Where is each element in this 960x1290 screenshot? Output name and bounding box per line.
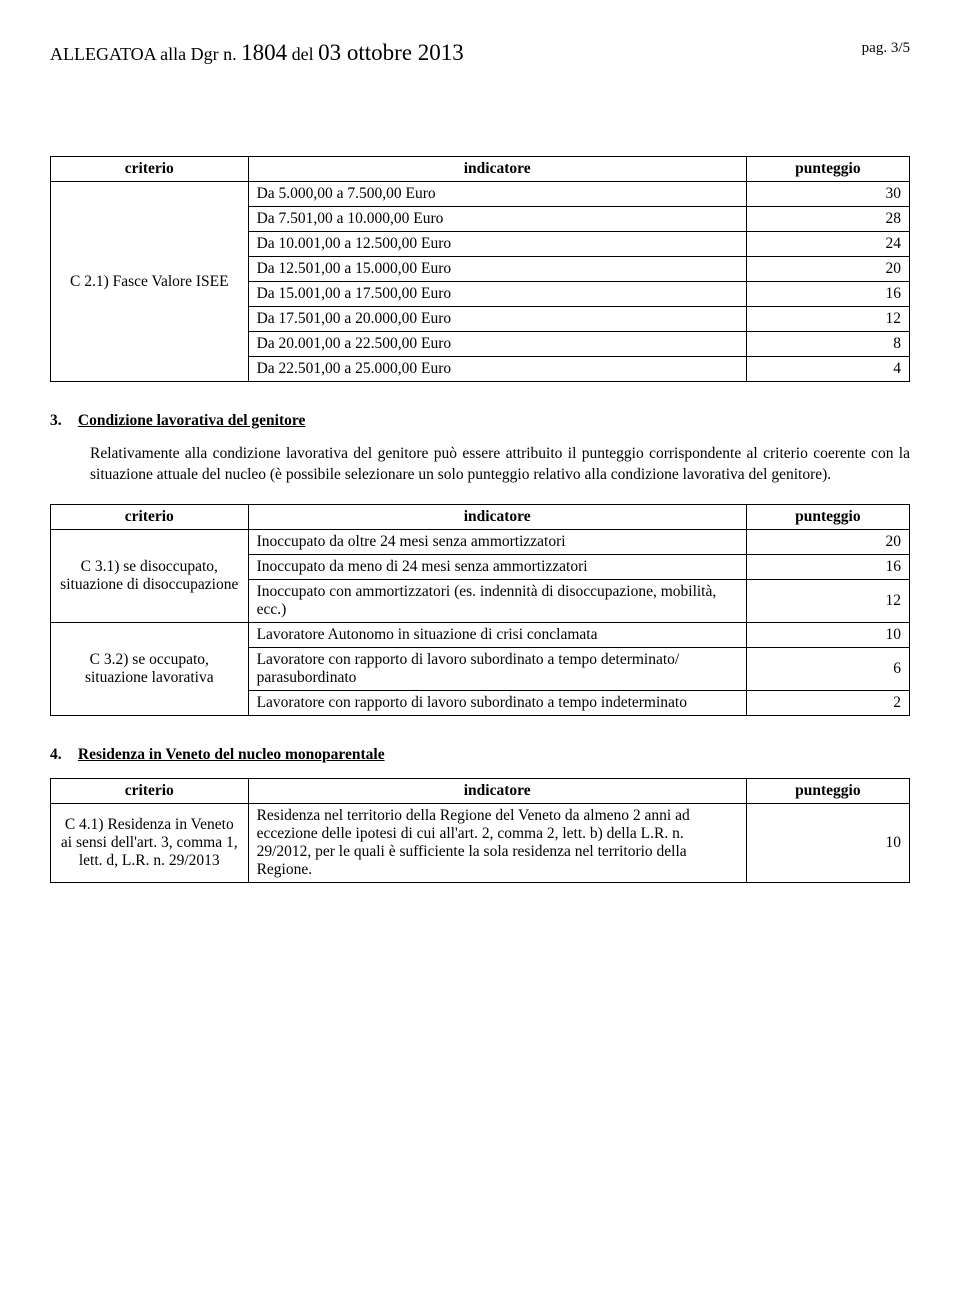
table-header-row: criterio indicatore punteggio [51,504,910,529]
punteggio-cell: 28 [746,207,909,232]
section-number: 3. [50,412,74,430]
table-header-row: criterio indicatore punteggio [51,778,910,803]
isee-table: criterio indicatore punteggio C 2.1) Fas… [50,156,910,382]
header-title: ALLEGATOA alla Dgr n. 1804 del 03 ottobr… [50,47,464,64]
col-punteggio: punteggio [746,157,909,182]
indicatore-cell: Da 10.001,00 a 12.500,00 Euro [248,232,746,257]
punteggio-cell: 4 [746,357,909,382]
indicatore-cell: Da 20.001,00 a 22.500,00 Euro [248,332,746,357]
table-row: C 3.2) se occupato, situazione lavorativ… [51,622,910,647]
indicatore-cell: Lavoratore con rapporto di lavoro subord… [248,647,746,690]
work-condition-table: criterio indicatore punteggio C 3.1) se … [50,504,910,716]
table-row: C 3.1) se disoccupato, situazione di dis… [51,529,910,554]
criterio-cell: C 3.2) se occupato, situazione lavorativ… [51,622,249,715]
col-indicatore: indicatore [248,778,746,803]
indicatore-cell: Da 22.501,00 a 25.000,00 Euro [248,357,746,382]
criterio-cell: C 3.1) se disoccupato, situazione di dis… [51,529,249,622]
criterio-cell: C 2.1) Fasce Valore ISEE [51,182,249,382]
header-prefix: ALLEGATOA alla Dgr n. [50,44,241,64]
indicatore-cell: Inoccupato da meno di 24 mesi senza ammo… [248,554,746,579]
col-criterio: criterio [51,778,249,803]
punteggio-cell: 10 [746,803,909,882]
section-4-heading: 4. Residenza in Veneto del nucleo monopa… [50,746,910,764]
punteggio-cell: 24 [746,232,909,257]
header-page: pag. 3/5 [862,40,910,57]
punteggio-cell: 12 [746,307,909,332]
punteggio-cell: 20 [746,257,909,282]
col-indicatore: indicatore [248,157,746,182]
col-criterio: criterio [51,157,249,182]
header-number: 1804 [241,40,287,65]
col-punteggio: punteggio [746,504,909,529]
residence-table: criterio indicatore punteggio C 4.1) Res… [50,778,910,883]
indicatore-cell: Lavoratore Autonomo in situazione di cri… [248,622,746,647]
indicatore-cell: Da 7.501,00 a 10.000,00 Euro [248,207,746,232]
punteggio-cell: 8 [746,332,909,357]
header-del: del [287,44,318,64]
section-number: 4. [50,746,74,764]
col-criterio: criterio [51,504,249,529]
indicatore-cell: Da 15.001,00 a 17.500,00 Euro [248,282,746,307]
section-3-heading: 3. Condizione lavorativa del genitore [50,412,910,430]
header-date: 03 ottobre 2013 [318,40,464,65]
table-row: C 2.1) Fasce Valore ISEE Da 5.000,00 a 7… [51,182,910,207]
indicatore-cell: Inoccupato da oltre 24 mesi senza ammort… [248,529,746,554]
indicatore-cell: Residenza nel territorio della Regione d… [248,803,746,882]
section-3-paragraph: Relativamente alla condizione lavorativa… [90,444,910,486]
punteggio-cell: 20 [746,529,909,554]
indicatore-cell: Inoccupato con ammortizzatori (es. inden… [248,579,746,622]
section-title: Condizione lavorativa del genitore [78,412,305,429]
punteggio-cell: 30 [746,182,909,207]
punteggio-cell: 10 [746,622,909,647]
page-header: ALLEGATOA alla Dgr n. 1804 del 03 ottobr… [50,40,910,66]
criterio-cell: C 4.1) Residenza in Veneto ai sensi dell… [51,803,249,882]
indicatore-cell: Da 5.000,00 a 7.500,00 Euro [248,182,746,207]
table-row: C 4.1) Residenza in Veneto ai sensi dell… [51,803,910,882]
col-punteggio: punteggio [746,778,909,803]
section-title: Residenza in Veneto del nucleo monoparen… [78,746,385,763]
indicatore-cell: Da 12.501,00 a 15.000,00 Euro [248,257,746,282]
punteggio-cell: 2 [746,690,909,715]
table-header-row: criterio indicatore punteggio [51,157,910,182]
col-indicatore: indicatore [248,504,746,529]
indicatore-cell: Lavoratore con rapporto di lavoro subord… [248,690,746,715]
punteggio-cell: 6 [746,647,909,690]
punteggio-cell: 12 [746,579,909,622]
indicatore-cell: Da 17.501,00 a 20.000,00 Euro [248,307,746,332]
punteggio-cell: 16 [746,554,909,579]
punteggio-cell: 16 [746,282,909,307]
